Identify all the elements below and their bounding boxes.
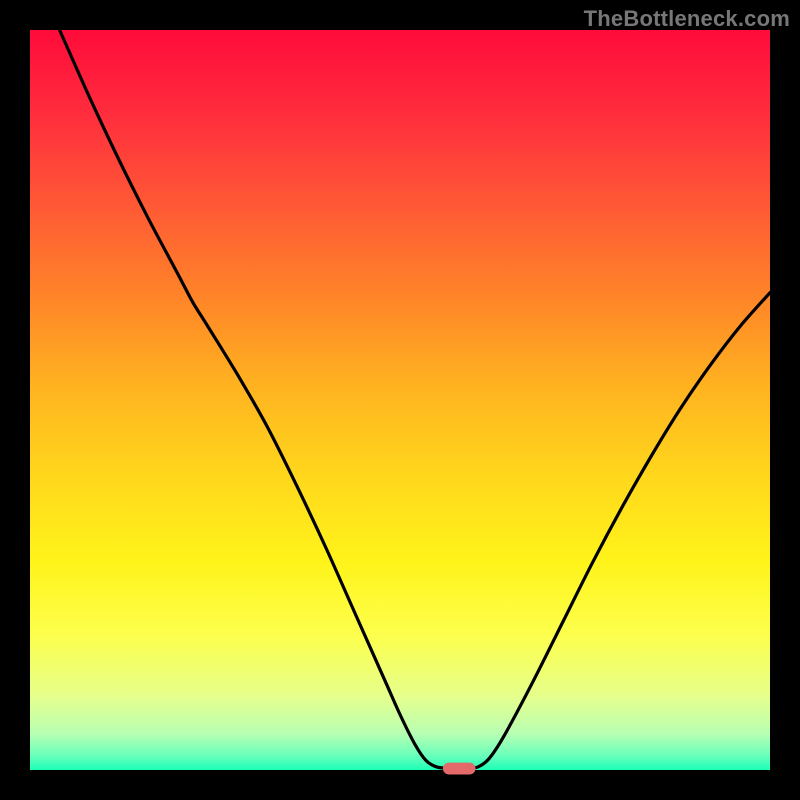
chart-svg (0, 0, 800, 800)
chart-background (30, 30, 770, 770)
chart-container: TheBottleneck.com (0, 0, 800, 800)
minimum-marker (443, 763, 476, 775)
watermark-text: TheBottleneck.com (584, 6, 790, 32)
